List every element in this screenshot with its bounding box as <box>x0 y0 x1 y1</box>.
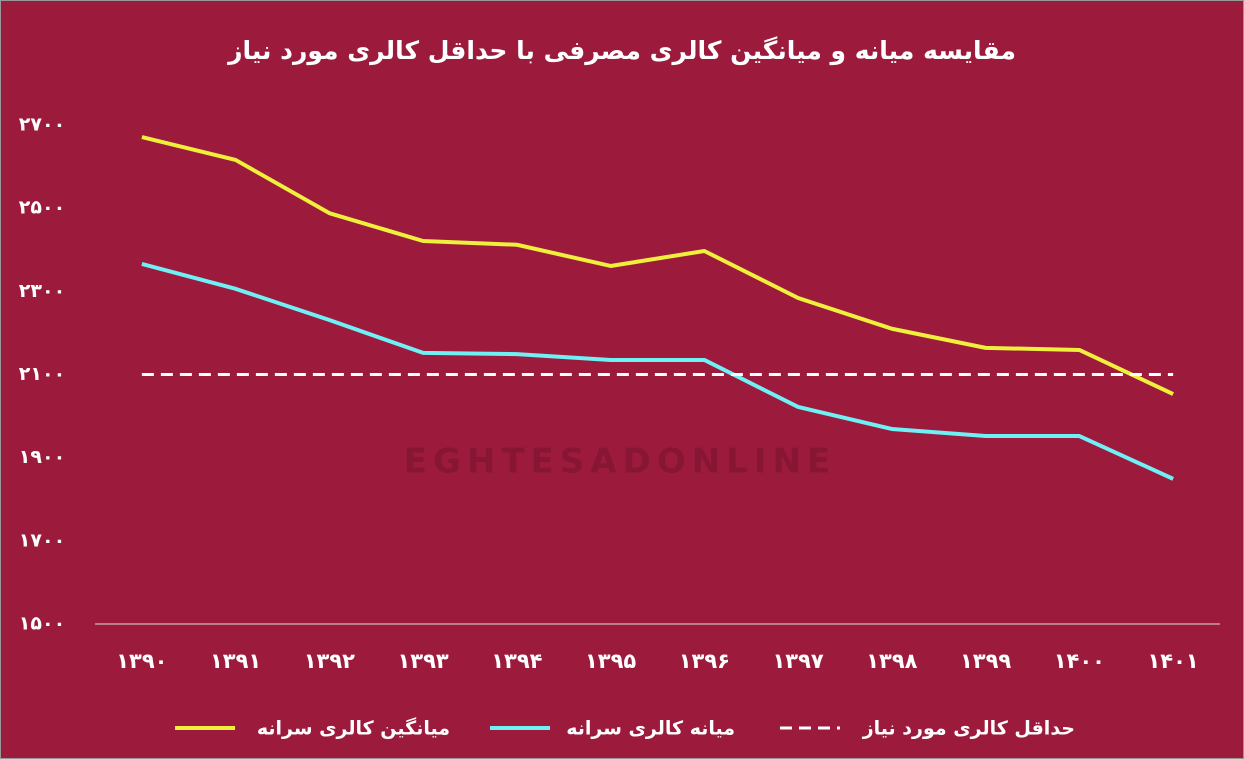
x-tick-label: ۱۳۹۸ <box>866 649 917 673</box>
y-tick-label: ۲۷۰۰ <box>19 114 65 136</box>
y-tick-label: ۲۳۰۰ <box>19 280 65 302</box>
x-tick-label: ۱۴۰۱ <box>1147 649 1198 673</box>
x-tick-label: ۱۳۹۱ <box>210 649 261 673</box>
x-tick-label: ۱۳۹۶ <box>679 649 730 673</box>
legend-label: میانگین کالری سرانه <box>257 717 450 740</box>
x-tick-label: ۱۳۹۰ <box>116 649 167 673</box>
series-line <box>141 261 1174 481</box>
x-tick-label: ۱۳۹۹ <box>960 649 1011 673</box>
y-tick-label: ۱۵۰۰ <box>19 613 65 635</box>
y-tick-label: ۲۱۰۰ <box>19 363 65 385</box>
series-line <box>141 135 1174 396</box>
legend-label: حداقل کالری مورد نیاز <box>862 718 1075 740</box>
watermark: EGHTESADONLINE <box>404 442 836 482</box>
x-tick-label: ۱۴۰۰ <box>1054 649 1105 673</box>
legend-label: میانه کالری سرانه <box>566 718 735 740</box>
y-tick-label: ۱۷۰۰ <box>19 529 65 551</box>
x-tick-label: ۱۳۹۷ <box>772 649 823 673</box>
y-tick-label: ۱۹۰۰ <box>19 446 65 468</box>
chart-title: مقایسه میانه و میانگین کالری مصرفی با حد… <box>226 36 1016 66</box>
x-tick-label: ۱۳۹۵ <box>585 649 636 673</box>
x-tick-label: ۱۳۹۲ <box>304 649 355 673</box>
y-tick-label: ۲۵۰۰ <box>19 197 65 219</box>
x-tick-label: ۱۳۹۴ <box>491 649 542 673</box>
x-tick-label: ۱۳۹۳ <box>397 649 448 673</box>
